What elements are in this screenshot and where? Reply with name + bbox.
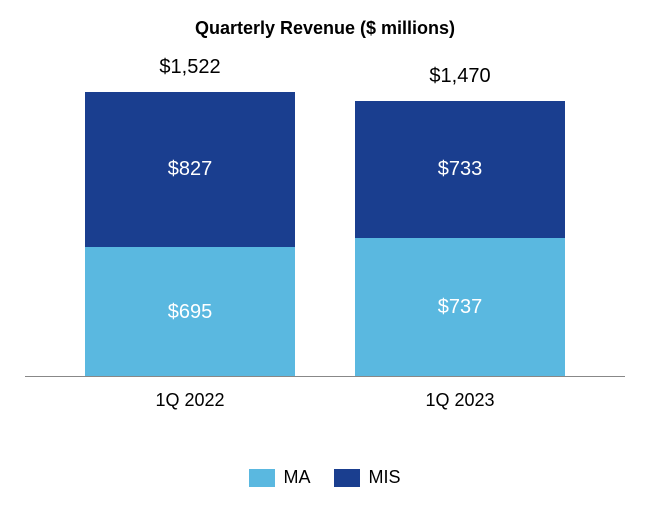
legend-swatch [334, 469, 360, 487]
bar-segment-value: $737 [438, 296, 483, 319]
bar-segment-mis: $733 [355, 101, 565, 238]
revenue-chart: Quarterly Revenue ($ millions) $1,522 $8… [0, 0, 650, 510]
x-axis-line [25, 376, 625, 377]
bar-segment-value: $827 [168, 158, 213, 181]
legend-item-mis: MIS [334, 467, 400, 488]
bar-column: $1,522 $827 $695 1Q 2022 [85, 92, 295, 377]
chart-title: Quarterly Revenue ($ millions) [0, 18, 650, 39]
bar-segment-ma: $695 [85, 247, 295, 377]
bar-column: $1,470 $733 $737 1Q 2023 [355, 101, 565, 377]
legend-label: MIS [368, 467, 400, 488]
plot-area: $1,522 $827 $695 1Q 2022 $1,470 $733 $73… [45, 77, 605, 377]
bar-segment-ma: $737 [355, 238, 565, 376]
legend-item-ma: MA [249, 467, 310, 488]
bar-segment-value: $733 [438, 158, 483, 181]
category-label: 1Q 2023 [355, 390, 565, 411]
bar-segment-mis: $827 [85, 92, 295, 247]
legend-label: MA [283, 467, 310, 488]
category-label: 1Q 2022 [85, 390, 295, 411]
bar-total-label: $1,470 [355, 65, 565, 88]
bar-segment-value: $695 [168, 301, 213, 324]
legend-swatch [249, 469, 275, 487]
legend: MA MIS [0, 467, 650, 488]
bar-total-label: $1,522 [85, 56, 295, 79]
